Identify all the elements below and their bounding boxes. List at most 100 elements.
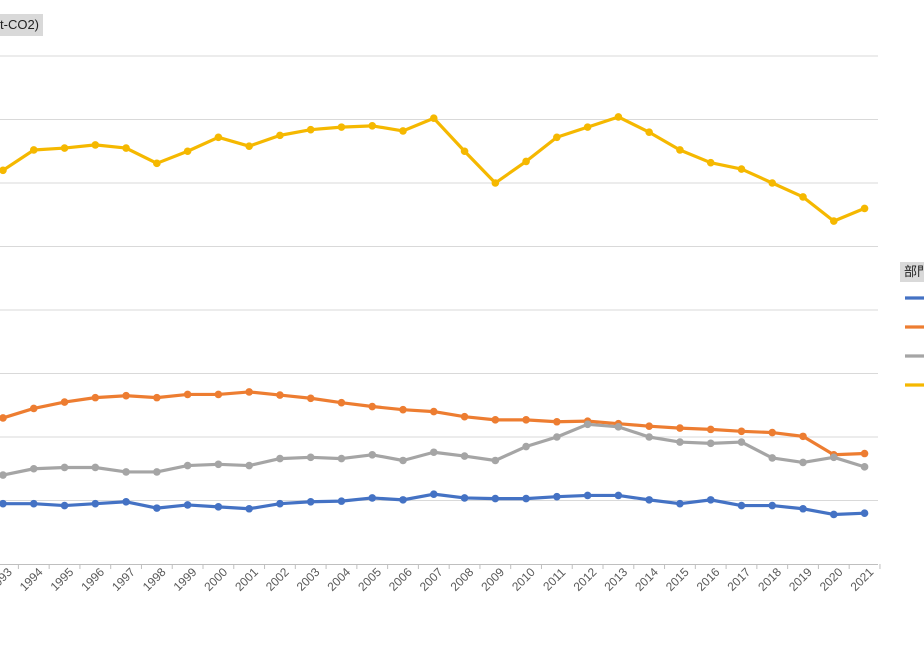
data-point [153,159,161,168]
data-point [614,491,623,500]
data-point [91,499,100,508]
x-tick-label: 2000 [201,565,230,594]
x-tick-label: 2015 [663,565,692,594]
data-point [122,144,130,152]
data-point [368,122,377,130]
data-point [60,144,69,152]
data-point [245,388,253,396]
data-point [614,423,623,431]
series-line-1 [1,115,867,223]
data-point [91,141,100,149]
data-point [676,438,684,446]
data-point [399,456,407,465]
data-point [29,146,38,154]
data-point [0,166,7,175]
x-tick-label: 2013 [601,565,630,594]
data-point [829,217,838,225]
data-point [860,463,869,471]
data-point [245,461,253,470]
x-tick-label: 2017 [725,565,754,594]
data-point [460,494,469,502]
x-tick-label: 2008 [448,565,477,594]
data-point [337,123,346,131]
data-point [337,454,346,463]
data-point [214,390,223,399]
data-point [122,497,130,506]
data-point [614,113,623,121]
x-tick-label: 1995 [48,565,77,594]
data-point [645,433,653,441]
x-tick-label: 2014 [632,565,661,594]
data-point [829,510,838,519]
data-point [276,454,284,463]
x-tick-label: 1996 [78,565,107,594]
data-point [768,454,777,462]
x-tick-label: 1998 [140,565,169,594]
data-point [368,402,377,411]
data-point [122,391,130,400]
data-point [737,438,746,446]
data-point [245,504,253,513]
data-point [153,393,161,402]
data-point [491,494,500,503]
x-tick-label: 2003 [294,565,323,594]
data-point [768,501,777,510]
data-point [799,458,807,467]
data-point [214,133,223,142]
data-point [583,491,592,500]
data-point [491,179,500,187]
data-point [645,128,653,136]
data-point [276,131,284,140]
data-point [676,499,684,508]
data-point [460,452,469,460]
x-tick-label: 2002 [263,565,292,594]
x-tick-label: 2019 [786,565,815,594]
x-tick-label: 2021 [848,565,877,594]
data-point [491,456,500,465]
data-point [429,490,438,498]
data-point [553,417,561,426]
x-tick-label: 1999 [171,565,200,594]
data-point [460,412,469,421]
data-point [491,416,500,424]
data-point [29,499,38,508]
data-point [276,499,284,508]
data-point [214,503,223,511]
data-point [860,449,869,458]
data-point [522,157,530,166]
grid-lines [0,55,878,501]
data-point [799,432,807,441]
data-point [706,439,715,448]
data-point [522,494,530,503]
data-point [553,492,561,501]
series-line-2 [1,390,867,457]
data-point [799,504,807,513]
x-tick-label: 2009 [478,565,507,594]
x-axis: 1993 1994 1995 1996 1997 1998 1999 2000 2001 2002… [0,564,881,594]
data-point [706,158,715,167]
data-point [183,147,192,156]
data-point [183,461,192,470]
legend-markers [905,296,924,387]
data-point [306,394,315,403]
data-point [245,142,253,150]
data-point [737,501,746,510]
data-point [0,414,7,422]
data-point [60,463,69,472]
data-point [29,404,38,413]
data-point [553,433,561,441]
data-point [460,147,469,156]
x-tick-label: 2006 [386,565,415,594]
data-point [368,450,377,459]
data-point [60,398,69,406]
data-point [706,425,715,434]
data-point [399,496,407,504]
data-point [645,422,653,431]
data-point [0,471,7,479]
data-point [306,453,315,462]
data-point [799,193,807,201]
data-point [829,453,838,462]
data-point [91,463,100,472]
data-point [860,204,869,213]
